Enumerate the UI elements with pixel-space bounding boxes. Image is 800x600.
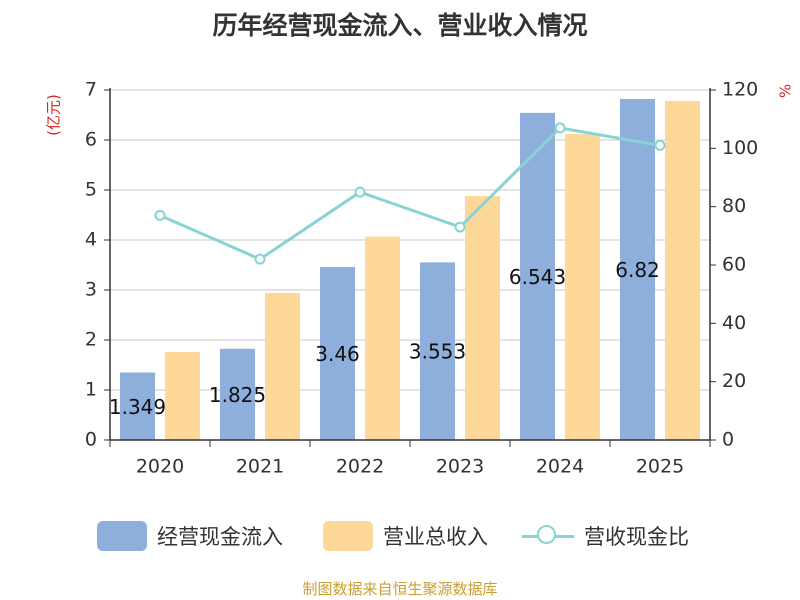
axes: 0 1 2 3 4 5 6 7 0 20 40 60 80 100 120 2020 2021 2022 2023 2… — [85, 79, 758, 478]
legend-item-revenue[interactable]: 营业总收入 — [323, 516, 488, 556]
left-tick-label: 3 — [85, 279, 97, 301]
legend-item-cash-inflow[interactable]: 经营现金流入 — [97, 516, 283, 556]
ratio-point-2021 — [254, 253, 266, 265]
x-tick-label-2021: 2021 — [236, 456, 284, 478]
data-label-cash-inflow-2025: 6.82 — [615, 258, 660, 282]
data-labels: 1.349 1.825 3.46 3.553 6.543 6.82 — [109, 258, 660, 419]
right-tick-label: 40 — [722, 312, 746, 334]
bar-group — [120, 99, 700, 440]
ratio-point-2023 — [454, 221, 466, 233]
ratio-line — [154, 122, 666, 265]
bar-cash-inflow-2020 — [120, 372, 155, 440]
bar-revenue-2020 — [165, 352, 200, 440]
legend-swatch-revenue — [323, 521, 373, 551]
gridlines — [110, 89, 710, 391]
legend-label-ratio: 营收现金比 — [584, 525, 689, 549]
data-label-cash-inflow-2022: 3.46 — [315, 342, 360, 366]
legend-swatch-ratio — [522, 521, 574, 551]
left-tick-label: 5 — [85, 179, 97, 201]
x-tick-label-2025: 2025 — [636, 456, 684, 478]
left-tick-label: 2 — [85, 329, 97, 351]
right-tick-label: 0 — [722, 429, 734, 451]
data-label-cash-inflow-2024: 6.543 — [509, 265, 566, 289]
data-source-note: 制图数据来自恒生聚源数据库 — [302, 580, 498, 598]
left-tick-label: 6 — [85, 129, 97, 151]
legend: 经营现金流入 营业总收入 营收现金比 — [0, 516, 800, 556]
x-tick-label-2020: 2020 — [136, 456, 184, 478]
ratio-point-2024 — [554, 122, 566, 134]
ratio-point-2022 — [354, 186, 366, 198]
right-tick-label: 20 — [722, 370, 746, 392]
data-label-cash-inflow-2023: 3.553 — [409, 340, 466, 364]
bar-cash-inflow-2022 — [320, 267, 355, 440]
x-tick-label-2022: 2022 — [336, 456, 384, 478]
legend-swatch-cash-inflow — [97, 521, 147, 551]
ratio-point-2020 — [154, 209, 166, 221]
x-tick-label-2023: 2023 — [436, 456, 484, 478]
data-label-cash-inflow-2020: 1.349 — [109, 395, 166, 419]
right-tick-label: 80 — [722, 195, 746, 217]
ratio-point-2025 — [654, 139, 666, 151]
left-tick-label: 0 — [85, 429, 97, 451]
bar-revenue-2024 — [565, 134, 600, 440]
bar-revenue-2021 — [265, 293, 300, 440]
left-axis-unit: (亿元) — [45, 94, 63, 136]
bar-cash-inflow-2025 — [620, 99, 655, 440]
legend-label-revenue: 营业总收入 — [383, 525, 488, 549]
bar-revenue-2025 — [665, 101, 700, 440]
x-tick-label-2024: 2024 — [536, 456, 584, 478]
left-tick-label: 7 — [85, 79, 97, 101]
ratio-polyline — [159, 126, 661, 261]
right-tick-label: 100 — [722, 137, 758, 159]
legend-label-cash-inflow: 经营现金流入 — [157, 525, 283, 549]
data-label-cash-inflow-2021: 1.825 — [209, 383, 266, 407]
bar-revenue-2022 — [365, 236, 400, 440]
chart-title: 历年经营现金流入、营业收入情况 — [212, 11, 588, 40]
bar-cash-inflow-2024 — [520, 112, 555, 440]
left-tick-label: 1 — [85, 379, 97, 401]
right-axis-unit: % — [777, 84, 795, 98]
right-tick-label: 60 — [722, 254, 746, 276]
left-tick-label: 4 — [85, 229, 97, 251]
bar-revenue-2023 — [465, 196, 500, 440]
right-tick-label: 120 — [722, 79, 758, 101]
bar-cash-inflow-2021 — [220, 348, 255, 440]
bar-cash-inflow-2023 — [420, 262, 455, 440]
legend-item-ratio[interactable]: 营收现金比 — [522, 516, 689, 556]
